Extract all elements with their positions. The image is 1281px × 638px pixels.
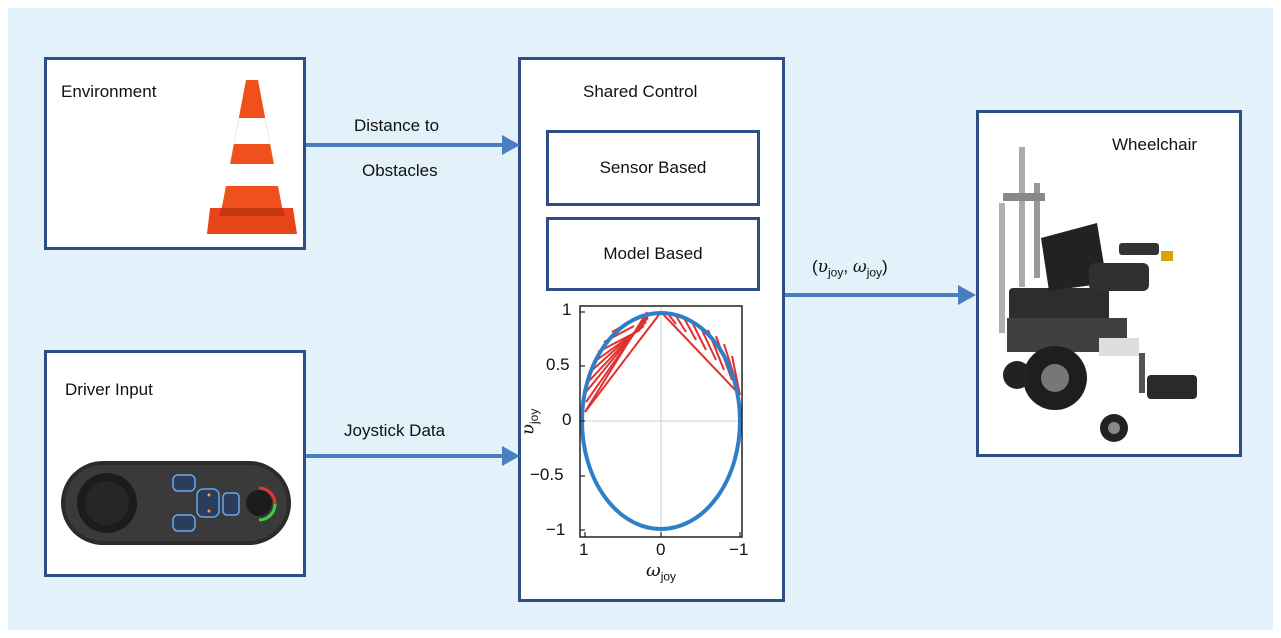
output-v-symbol: υ xyxy=(817,257,829,277)
shared-control-box: Shared Control Sensor Based Model Based xyxy=(518,57,785,602)
y-axis-symbol: υ xyxy=(517,423,539,435)
model-based-box: Model Based xyxy=(546,217,760,291)
shared-control-title: Shared Control xyxy=(583,82,698,101)
output-v-sub: joy xyxy=(828,265,844,280)
y-axis-label: υjoy xyxy=(517,409,541,435)
environment-title: Environment xyxy=(61,82,157,101)
output-label: (υjoy, ωjoy) xyxy=(812,257,888,279)
y-tick-0: 0 xyxy=(562,410,572,429)
x-axis-label: ωjoy xyxy=(646,560,676,584)
driver-input-title: Driver Input xyxy=(65,380,153,399)
output-w-sub: joy xyxy=(866,265,883,280)
plot-gridlines xyxy=(580,306,742,537)
wheelchair-box: Wheelchair xyxy=(976,110,1242,457)
wheelchair-photo-icon xyxy=(999,147,1197,442)
x-axis-sub: joy xyxy=(660,569,677,584)
wheelchair-title: Wheelchair xyxy=(1112,135,1198,154)
environment-box: Environment xyxy=(44,57,306,250)
distance-arrow xyxy=(306,135,520,155)
sensor-based-box: Sensor Based xyxy=(546,130,760,206)
plot-ticks xyxy=(580,311,741,537)
hatch-region-right xyxy=(660,311,741,396)
x-tick-1: 1 xyxy=(579,540,589,559)
output-w-symbol: ω xyxy=(852,257,867,277)
driver-input-box: Driver Input xyxy=(44,350,306,577)
x-axis-symbol: ω xyxy=(646,560,661,581)
traffic-cone-icon xyxy=(207,80,297,234)
joystick-arrow xyxy=(306,446,520,466)
output-separator: , xyxy=(843,257,853,276)
y-tick-0.5: 0.5 xyxy=(546,355,570,374)
sensor-based-label: Sensor Based xyxy=(599,158,707,177)
y-tick-1: 1 xyxy=(562,300,572,319)
y-tick-neg1: −1 xyxy=(546,520,566,539)
x-tick-0: 0 xyxy=(656,540,666,559)
distance-label-line2: Obstacles xyxy=(362,161,438,180)
distance-label-line1: Distance to xyxy=(354,116,440,135)
output-arrow xyxy=(785,285,976,305)
joystick-data-label: Joystick Data xyxy=(344,421,446,440)
joystick-controller-icon xyxy=(61,461,291,545)
output-paren-close: ) xyxy=(882,257,888,276)
output-paren-open: ( xyxy=(812,257,818,276)
model-based-label: Model Based xyxy=(603,244,703,263)
y-axis-sub: joy xyxy=(526,408,541,424)
y-tick-neg0.5: −0.5 xyxy=(530,465,564,484)
x-tick-neg1: −1 xyxy=(729,540,749,559)
